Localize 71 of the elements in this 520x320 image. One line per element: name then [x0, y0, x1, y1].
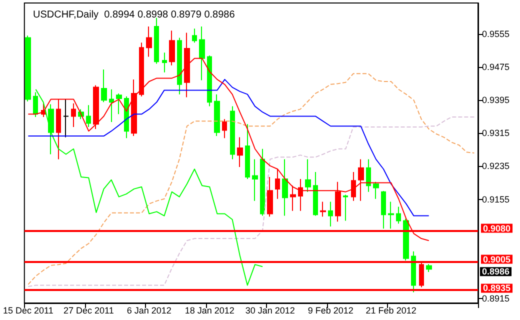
- candlestick: [298, 178, 303, 212]
- ref-line-label: 0.9080: [483, 223, 511, 234]
- candlestick: [245, 124, 250, 180]
- x-tick-label: 30 Jan 2012: [245, 306, 295, 316]
- candlestick: [63, 98, 69, 138]
- candlestick: [192, 28, 197, 44]
- ref-line-label: 0.8935: [483, 283, 511, 294]
- candlestick: [290, 185, 296, 212]
- candlestick: [305, 158, 311, 192]
- x-tick-label: 18 Jan 2012: [184, 306, 234, 316]
- candlestick: [25, 35, 31, 102]
- candlestick: [56, 98, 61, 160]
- candlestick: [222, 118, 227, 139]
- candlestick: [199, 26, 205, 81]
- candlestick: [320, 201, 326, 218]
- candlestick: [351, 172, 356, 202]
- y-tick-label: 0.9315: [482, 128, 510, 138]
- line-series: [35, 88, 264, 286]
- candlestick: [366, 158, 371, 192]
- x-tick-label: 27 Dec 2011: [63, 306, 114, 316]
- candlestick: [48, 104, 54, 155]
- line-series: [28, 73, 475, 285]
- candlestick: [101, 69, 107, 103]
- candlestick: [426, 264, 432, 273]
- ref-line-label: 0.9005: [483, 254, 511, 264]
- candlestick: [396, 206, 401, 224]
- x-tick-label: 21 Feb 2012: [366, 306, 416, 316]
- candlestick: [116, 92, 122, 115]
- line-series: [28, 116, 475, 287]
- candlestick: [177, 37, 182, 95]
- candlestick: [328, 201, 333, 228]
- candlestick: [267, 176, 273, 218]
- candlestick: [275, 168, 280, 200]
- candlestick: [169, 30, 175, 66]
- y-tick-label: 0.9235: [482, 161, 510, 172]
- line-series: [28, 78, 430, 216]
- candlestick: [154, 17, 159, 64]
- candlestick: [411, 250, 416, 293]
- x-tick-label: 15 Dec 2011: [2, 306, 54, 316]
- candlestick: [252, 158, 258, 202]
- candlestick: [343, 194, 348, 222]
- candlestick: [313, 172, 318, 216]
- candlestick: [93, 84, 99, 130]
- y-tick-label: 0.8915: [482, 293, 510, 304]
- y-tick-label: 0.9555: [482, 28, 510, 39]
- candlestick: [71, 102, 76, 128]
- candlestick: [282, 158, 288, 216]
- text: 0.8986: [482, 266, 510, 277]
- candlestick: [335, 181, 341, 222]
- y-tick-label: 0.9475: [482, 62, 510, 72]
- candlestick: [207, 54, 212, 107]
- candlestick: [131, 78, 137, 137]
- y-tick-label: 0.9155: [482, 194, 510, 204]
- candlestick: [373, 181, 379, 200]
- candlestick: [214, 94, 220, 137]
- candlestick: [124, 96, 129, 139]
- candlestick: [403, 218, 409, 261]
- candlestick: [381, 190, 386, 230]
- candlestick: [109, 88, 114, 123]
- candlestick: [162, 52, 167, 73]
- candlestick: [388, 201, 394, 230]
- candlestick: [230, 106, 235, 160]
- y-tick-label: 0.9395: [482, 95, 510, 106]
- text: USDCHF,Daily 0.8994 0.8998 0.8979 0.8986: [33, 10, 236, 20]
- candlestick: [358, 158, 364, 202]
- candlestick: [260, 148, 265, 216]
- candlestick: [237, 136, 243, 168]
- x-tick-label: 9 Feb 2012: [308, 306, 354, 316]
- x-tick-label: 6 Jan 2012: [126, 306, 172, 316]
- candlestick: [146, 26, 152, 58]
- candlestick: [86, 104, 91, 128]
